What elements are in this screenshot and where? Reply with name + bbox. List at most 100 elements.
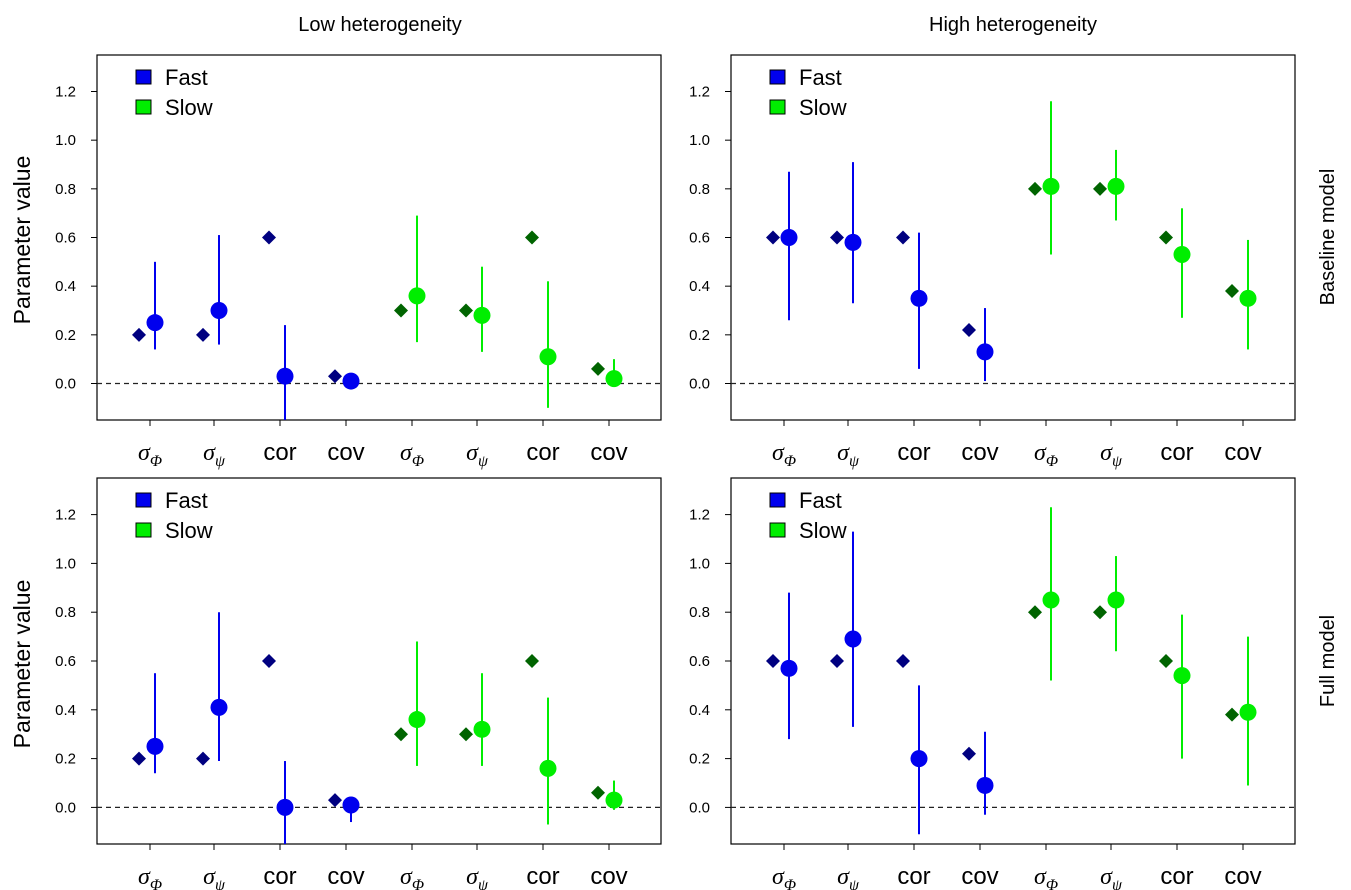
true-value-marker-fast (132, 327, 146, 342)
legend-label-slow: Slow (165, 95, 213, 120)
panel-0: 0.0 0.2 0.4 0.6 0.8 1.0 1.2 σΦ σψ cor cov σΦ σψ cor co… (55, 54, 662, 470)
y-tick-label: 0.8 (689, 181, 710, 198)
true-value-marker-slow (1159, 230, 1173, 245)
estimate-point-fast (146, 314, 164, 332)
true-value-marker-slow (459, 727, 473, 742)
true-value-marker-slow (1225, 707, 1239, 722)
legend-swatch-fast (769, 69, 786, 85)
estimate-point-slow (408, 711, 426, 729)
true-value-marker-slow (1225, 284, 1239, 299)
x-tick-label: cov (961, 439, 998, 466)
estimate-point-fast (780, 659, 798, 677)
true-value-marker-slow (1028, 605, 1042, 620)
legend-swatch-fast (135, 492, 152, 508)
y-axis-label-bottom: Parameter value (9, 580, 35, 749)
estimate-point-fast (210, 302, 228, 319)
x-tick-label: cor (1160, 863, 1193, 890)
true-value-marker-fast (896, 230, 910, 245)
panel-2: 0.0 0.2 0.4 0.6 0.8 1.0 1.2 σΦ σψ cor cov σΦ σψ cor co… (55, 477, 662, 890)
estimate-point-fast (910, 289, 928, 307)
estimate-point-fast (976, 343, 994, 361)
estimate-point-slow (605, 791, 623, 809)
y-tick-label: 0.6 (55, 653, 76, 670)
x-tick-label: σΦ (400, 864, 424, 890)
true-value-marker-fast (830, 230, 844, 245)
true-value-marker-fast (962, 746, 976, 761)
y-tick-label: 0.2 (689, 751, 710, 768)
true-value-marker-slow (394, 303, 408, 318)
y-tick-label: 1.2 (55, 84, 76, 101)
true-value-marker-fast (132, 751, 146, 766)
x-tick-label: σψ (1100, 864, 1123, 890)
estimate-point-fast (780, 229, 798, 246)
estimate-point-fast (976, 776, 994, 794)
y-tick-label: 0.0 (689, 799, 710, 816)
x-tick-label: σΦ (138, 440, 162, 470)
true-value-marker-fast (262, 230, 276, 245)
x-tick-label: σΦ (1034, 440, 1058, 470)
x-tick-label: σΦ (1034, 864, 1058, 890)
y-tick-label: 0.8 (689, 604, 710, 621)
estimate-point-slow (1173, 246, 1191, 264)
panel-1: 0.0 0.2 0.4 0.6 0.8 1.0 1.2 σΦ σψ cor cov σΦ σψ cor co… (689, 54, 1296, 470)
x-tick-label: cor (526, 863, 559, 890)
x-tick-label: σψ (466, 864, 489, 890)
y-tick-label: 0.8 (55, 181, 76, 198)
x-tick-label: cor (263, 863, 296, 890)
legend-label-slow: Slow (165, 518, 213, 543)
estimate-point-slow (1173, 667, 1191, 685)
true-value-marker-fast (196, 327, 210, 342)
y-tick-label: 0.4 (55, 278, 76, 295)
estimate-point-fast (146, 737, 164, 755)
true-value-marker-slow (1093, 181, 1107, 196)
estimate-point-slow (1107, 591, 1125, 609)
x-tick-label: σψ (466, 440, 489, 470)
true-value-marker-slow (459, 303, 473, 318)
x-tick-label: σψ (837, 864, 860, 890)
x-tick-label: σΦ (772, 864, 796, 890)
true-value-marker-fast (328, 793, 342, 808)
y-axis-label-top: Parameter value (9, 156, 35, 325)
estimate-point-slow (1042, 177, 1060, 195)
true-value-marker-fast (962, 322, 976, 337)
legend-label-fast: Fast (165, 488, 208, 513)
x-tick-label: σΦ (400, 440, 424, 470)
true-value-marker-slow (394, 727, 408, 742)
legend-label-slow: Slow (799, 518, 847, 543)
estimate-point-slow (539, 348, 557, 366)
y-tick-label: 1.2 (55, 507, 76, 524)
x-tick-label: cov (1224, 863, 1261, 890)
true-value-marker-slow (525, 654, 539, 668)
y-tick-label: 1.0 (55, 555, 76, 572)
true-value-marker-fast (766, 654, 780, 668)
x-tick-label: cov (327, 863, 364, 890)
y-tick-label: 0.2 (689, 327, 710, 344)
estimate-point-fast (210, 698, 228, 716)
x-tick-label: cov (590, 439, 627, 466)
x-tick-label: σψ (837, 440, 860, 470)
true-value-marker-fast (766, 230, 780, 245)
estimate-point-fast (844, 233, 862, 251)
y-tick-label: 1.2 (689, 84, 710, 101)
y-tick-label: 0.6 (689, 230, 710, 247)
x-tick-label: cor (263, 439, 296, 466)
x-tick-label: σψ (203, 440, 226, 470)
estimate-point-slow (473, 306, 491, 324)
y-tick-label: 0.2 (55, 751, 76, 768)
x-tick-label: cov (1224, 439, 1261, 466)
panel-3: 0.0 0.2 0.4 0.6 0.8 1.0 1.2 σΦ σψ cor cov σΦ σψ cor co… (689, 477, 1296, 890)
row-label-baseline: Baseline model (1317, 169, 1339, 306)
estimate-point-slow (539, 759, 557, 777)
estimate-point-fast (276, 367, 294, 385)
y-tick-label: 0.0 (689, 376, 710, 393)
column-title-low: Low heterogeneity (298, 14, 461, 36)
legend-label-fast: Fast (799, 488, 842, 513)
estimate-point-slow (473, 720, 491, 738)
x-tick-label: σψ (1100, 440, 1123, 470)
estimate-point-slow (605, 370, 623, 388)
x-tick-label: σψ (203, 864, 226, 890)
estimate-point-slow (408, 287, 426, 305)
x-tick-label: cor (897, 439, 930, 466)
legend-label-fast: Fast (165, 65, 208, 90)
